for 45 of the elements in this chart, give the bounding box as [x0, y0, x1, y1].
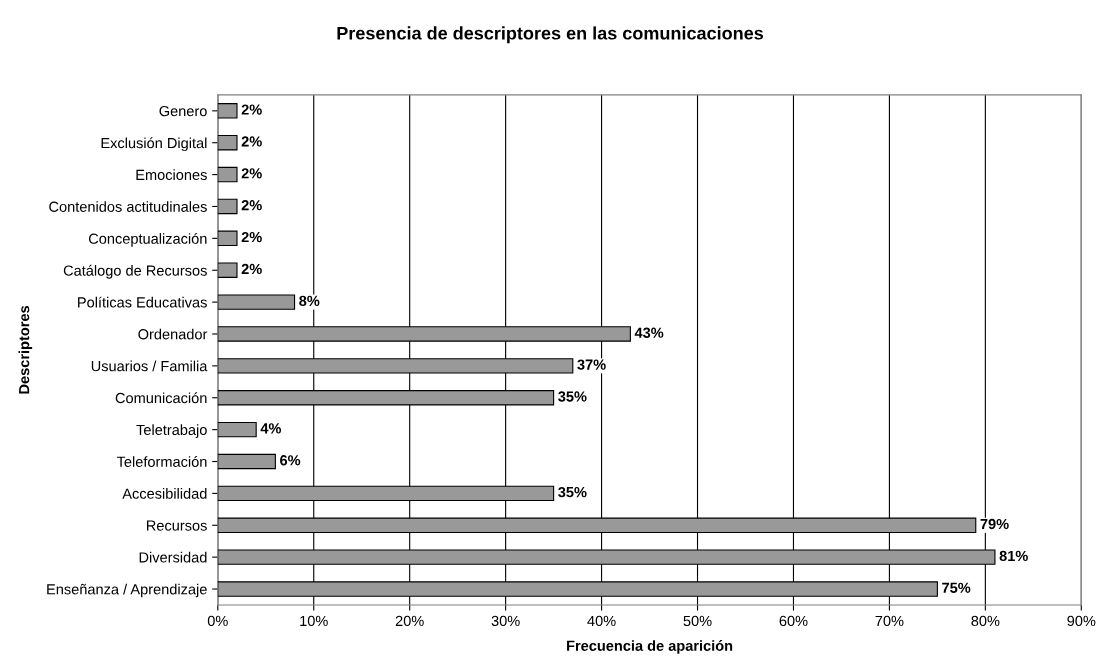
data-label: 75% — [942, 582, 971, 593]
y-tick-label: Exclusión Digital — [101, 137, 207, 152]
y-tick-label: Diversidad — [139, 551, 207, 563]
x-tick-label: 90% — [1067, 615, 1096, 627]
x-tick-label: 0% — [207, 615, 228, 627]
y-tick-label: Recursos — [146, 520, 207, 531]
y-tick-label: Teleformación — [116, 456, 207, 467]
data-label: 43% — [634, 327, 664, 338]
data-label: 2% — [241, 231, 262, 243]
x-tick-label: 50% — [683, 615, 712, 627]
data-label: 6% — [280, 455, 301, 466]
x-tick-label: 40% — [587, 615, 616, 627]
x-axis-title: Frecuencia de aparición — [567, 640, 733, 654]
data-label: 35% — [558, 391, 587, 402]
y-tick-label: Emociones — [136, 169, 207, 181]
data-label: 2% — [241, 263, 262, 275]
x-tick-label: 60% — [779, 615, 808, 627]
y-tick-label: Comunicación — [115, 392, 207, 404]
data-label: 37% — [577, 359, 606, 370]
chart-title: Presencia de descriptores en las comunicaciones — [337, 26, 764, 44]
y-tick-label: Teletrabajo — [136, 424, 207, 438]
data-label: 2% — [241, 104, 262, 115]
data-label: 2% — [241, 168, 262, 179]
data-label: 2% — [241, 200, 262, 211]
y-tick-label: Ordenador — [138, 328, 208, 340]
x-tick-label: 80% — [971, 615, 1000, 627]
x-tick-label: 30% — [491, 615, 520, 627]
y-tick-label: Accesibilidad — [122, 488, 207, 499]
data-label: 81% — [999, 550, 1028, 562]
y-tick-label: Catálogo de Recursos — [63, 264, 207, 279]
y-tick-label: Conceptualización — [88, 232, 207, 247]
x-tick-label: 70% — [875, 615, 904, 627]
data-label: 35% — [558, 486, 587, 498]
y-axis-title: Descriptores — [18, 305, 33, 394]
x-tick-label: 10% — [300, 615, 328, 627]
y-tick-label: Enseñanza / Aprendizaje — [47, 583, 207, 598]
data-label: 79% — [980, 518, 1009, 530]
y-tick-label: Políticas Educativas — [78, 296, 207, 308]
y-tick-label: Usuarios / Familia — [91, 360, 208, 372]
y-tick-label: Contenidos actitudinales — [49, 201, 207, 212]
data-label: 2% — [241, 136, 262, 147]
y-tick-label: Genero — [159, 105, 207, 117]
data-label: 4% — [260, 423, 282, 434]
x-tick-label: 20% — [395, 615, 424, 627]
data-label: 8% — [299, 295, 320, 307]
